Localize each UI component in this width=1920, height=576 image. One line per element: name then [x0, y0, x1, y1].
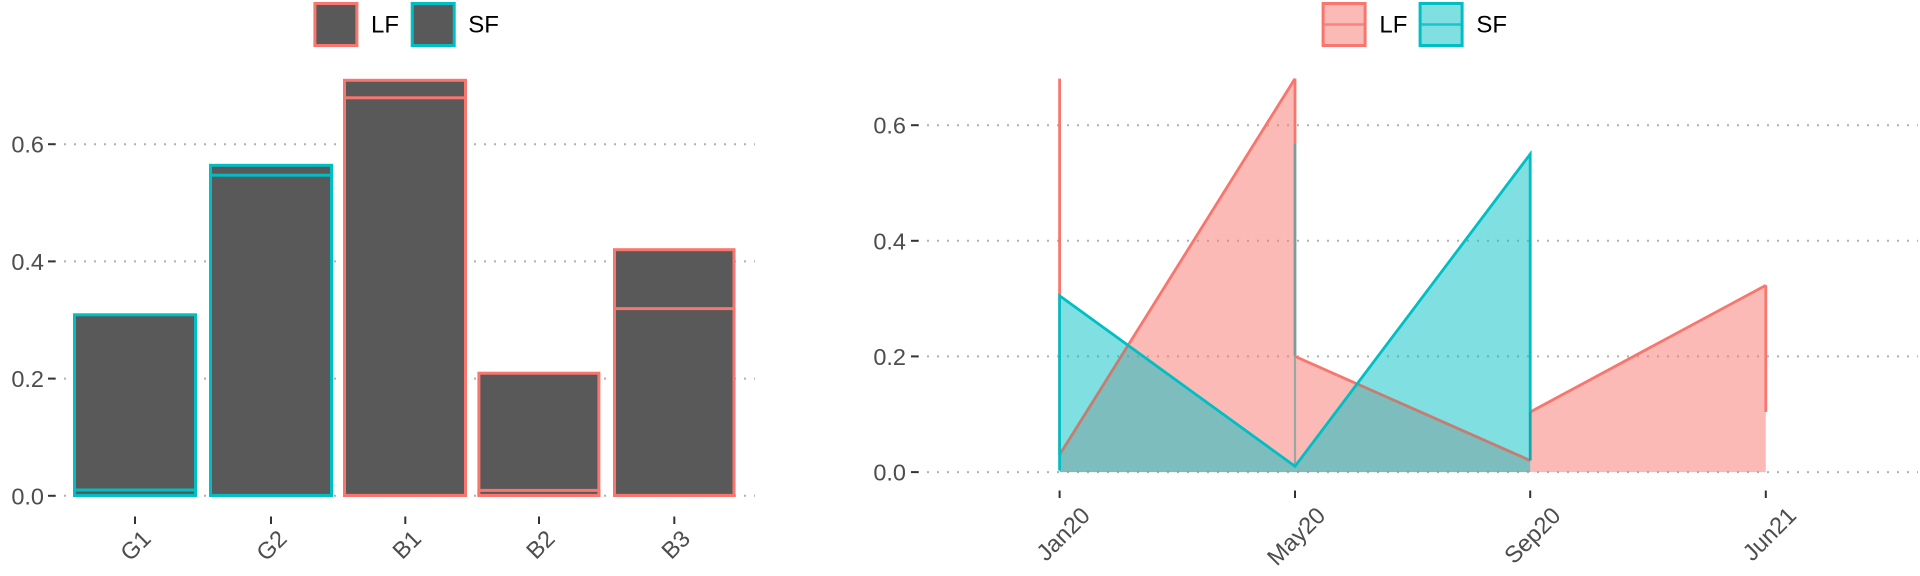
svg-text:0.0: 0.0 — [873, 460, 906, 486]
svg-text:SF: SF — [1476, 12, 1507, 39]
svg-text:0.2: 0.2 — [873, 344, 906, 370]
svg-text:0.4: 0.4 — [873, 228, 906, 254]
svg-text:0.6: 0.6 — [11, 132, 44, 158]
svg-text:0.2: 0.2 — [11, 366, 44, 392]
svg-text:SF: SF — [468, 12, 499, 39]
svg-text:0.6: 0.6 — [873, 113, 906, 139]
svg-text:0.4: 0.4 — [11, 249, 44, 275]
svg-text:0.0: 0.0 — [11, 483, 44, 509]
svg-text:LF: LF — [1379, 12, 1407, 39]
svg-text:LF: LF — [371, 12, 399, 39]
